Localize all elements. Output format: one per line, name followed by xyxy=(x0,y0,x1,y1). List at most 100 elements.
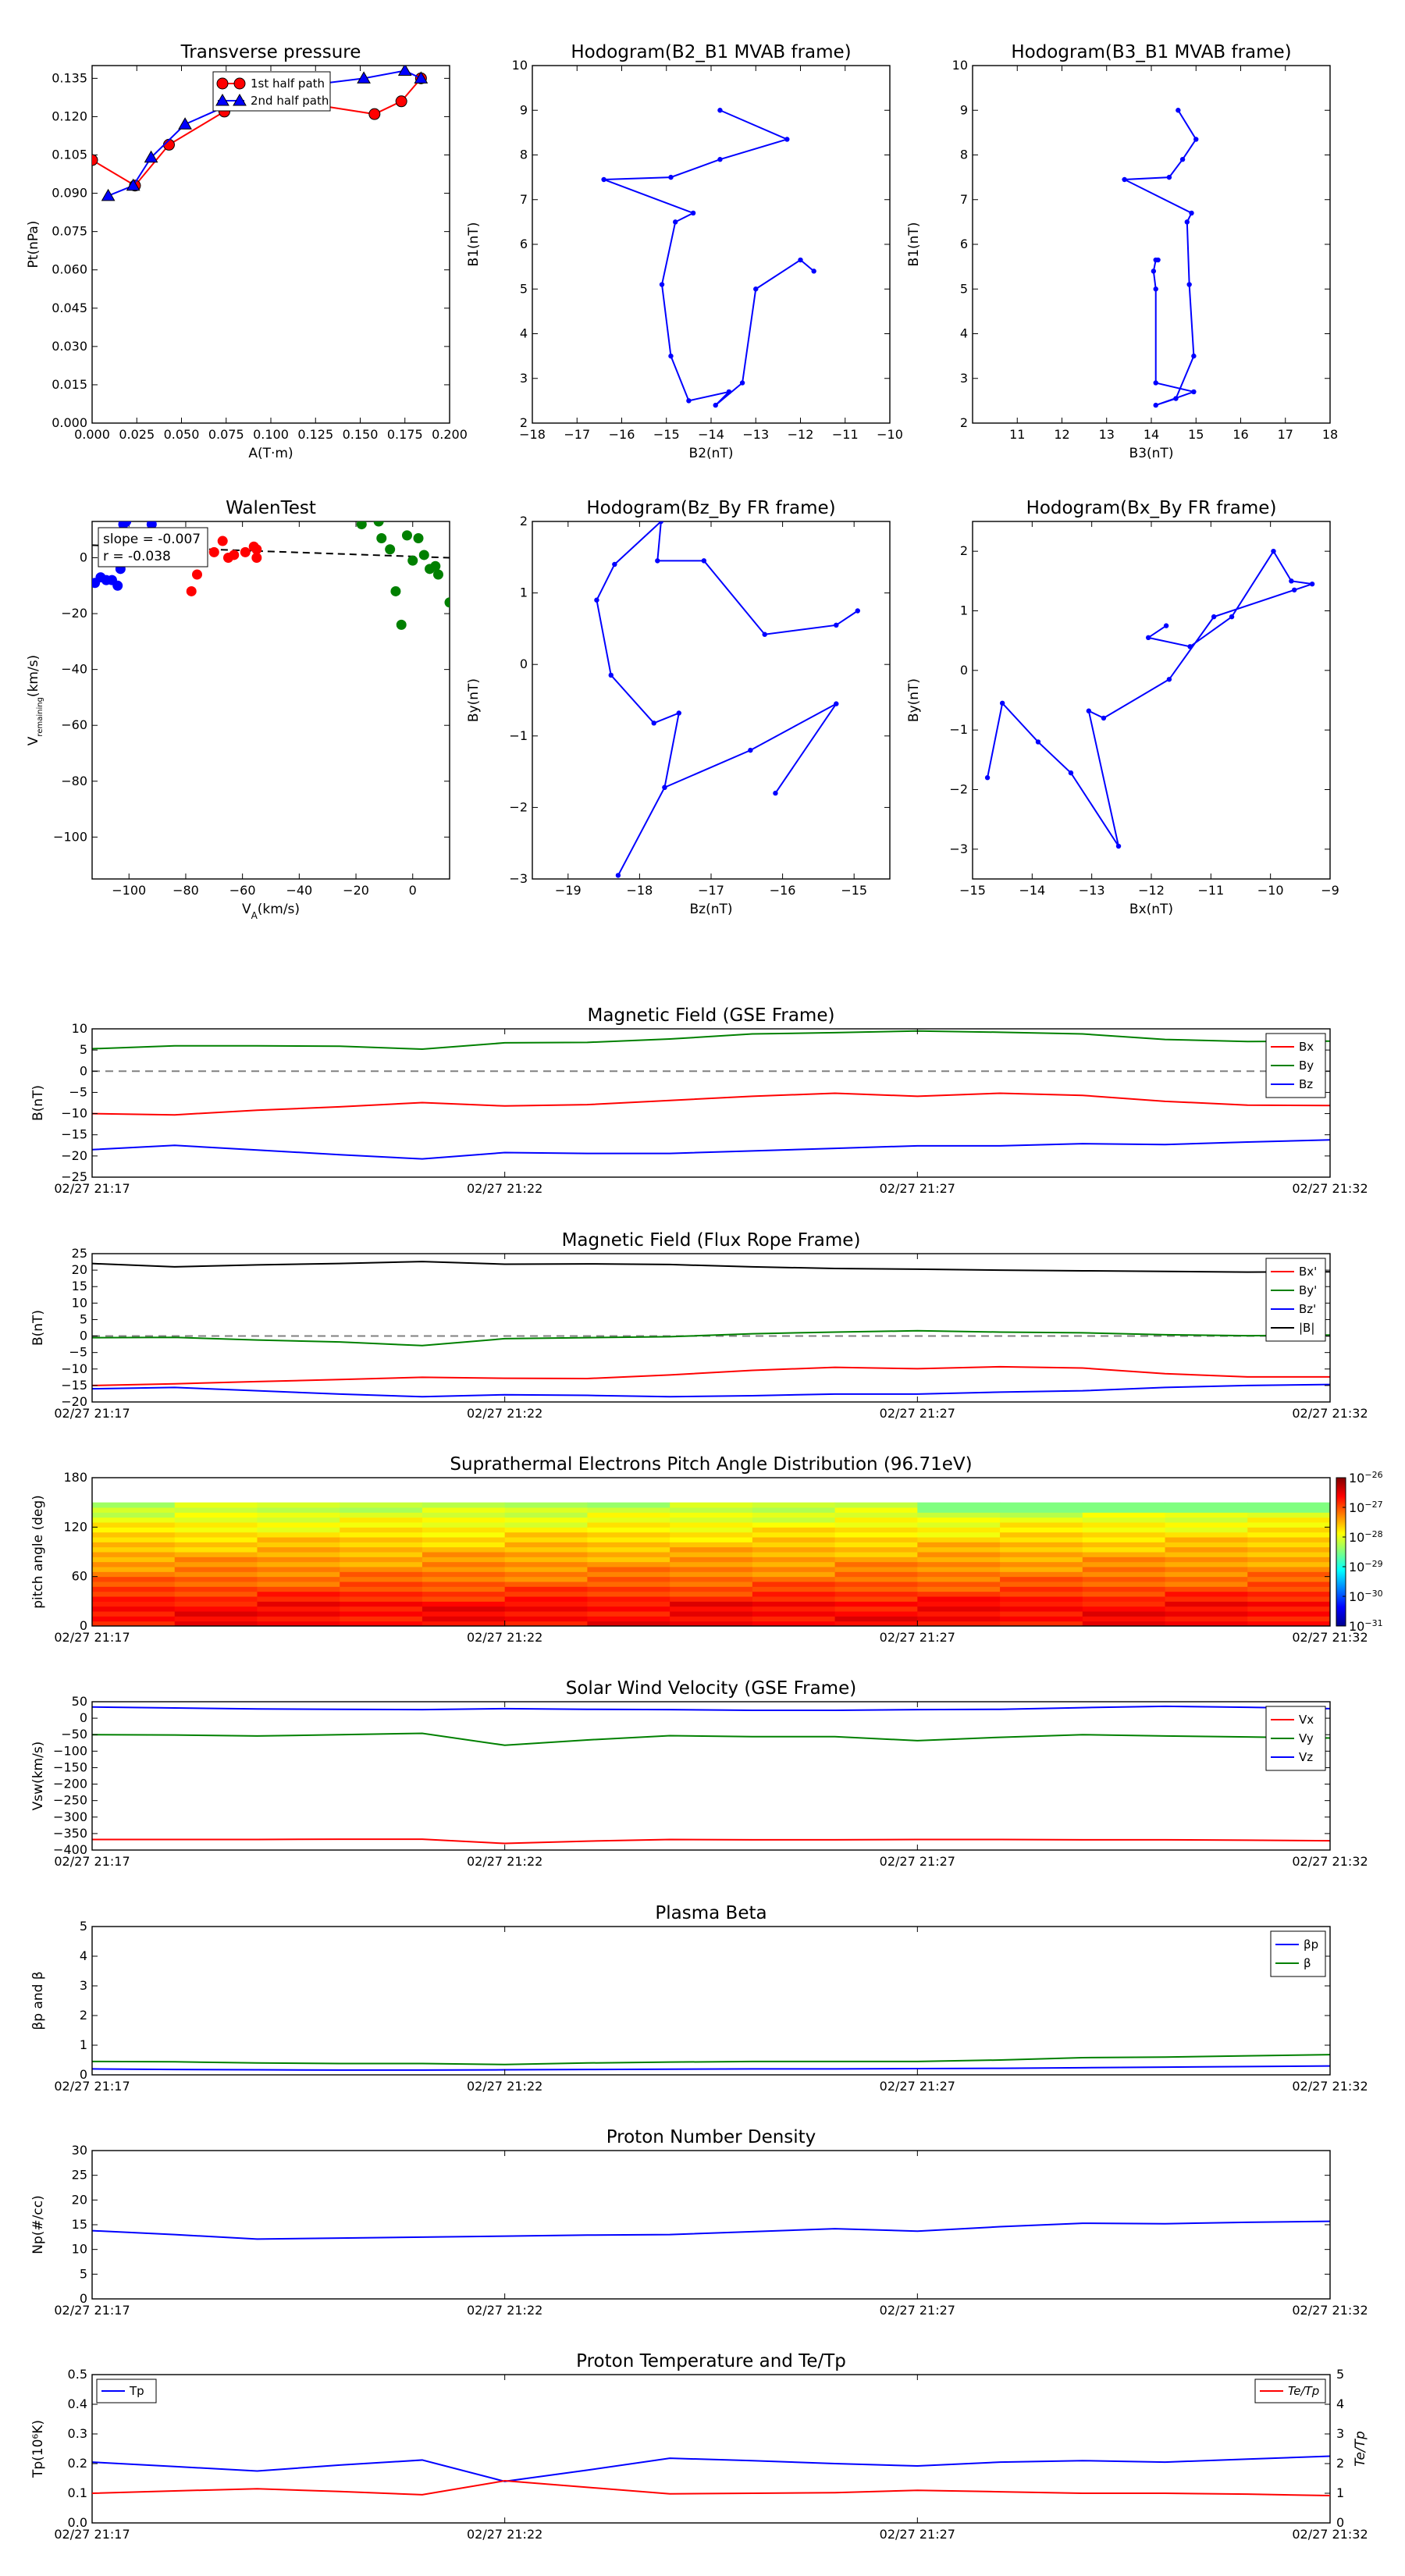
chart-title: Magnetic Field (GSE Frame) xyxy=(588,1005,835,1026)
heatmap-cell xyxy=(92,1557,176,1563)
heatmap-cell xyxy=(174,1546,258,1553)
data-point xyxy=(655,558,660,564)
data-point xyxy=(233,93,247,106)
heatmap-cell xyxy=(92,1611,176,1617)
heatmap-cell xyxy=(174,1596,258,1602)
heatmap-cell xyxy=(1000,1532,1083,1538)
heatmap-cell xyxy=(340,1582,423,1587)
data-point xyxy=(608,672,614,678)
data-point xyxy=(101,188,116,201)
heatmap-cell xyxy=(587,1621,670,1627)
scatter-point xyxy=(444,597,450,608)
heatmap-cell xyxy=(257,1582,340,1587)
y-tick-label: 0 xyxy=(960,663,968,678)
heatmap-cell xyxy=(257,1576,340,1582)
y-tick-label: 5 xyxy=(80,1042,87,1057)
data-point xyxy=(178,117,192,130)
x-tick-label: 02/27 21:32 xyxy=(1292,1406,1368,1421)
heatmap-cell xyxy=(174,1571,258,1578)
heatmap-cell xyxy=(1247,1517,1331,1523)
legend-label: Vy xyxy=(1299,1731,1314,1745)
legend-label: |B| xyxy=(1299,1321,1314,1335)
heatmap-cell xyxy=(340,1512,423,1518)
heatmap-cell xyxy=(504,1522,588,1528)
scatter-point xyxy=(376,532,387,543)
heatmap-cell xyxy=(92,1546,176,1553)
heatmap-cell xyxy=(834,1507,918,1513)
heatmap-cell xyxy=(422,1601,506,1607)
heatmap-cell xyxy=(587,1586,670,1592)
y-tick-label: 0.000 xyxy=(52,415,87,430)
y-axis-label: B(nT) xyxy=(30,1085,46,1121)
chart-walen: −100 −80 −60 −40 −20 0 −100 −80 −60 −40 −20 0 WalenT… xyxy=(26,498,450,921)
data-point xyxy=(594,597,599,603)
chart-hodo_bzby: −3 −2 −1 0 1 2 −19 −18 −17 −16 −15 Hodogram(Bz_By F… xyxy=(466,498,891,917)
heatmap-cell xyxy=(752,1596,836,1602)
data-point xyxy=(676,710,681,716)
heatmap-cell xyxy=(92,1512,176,1518)
data-point xyxy=(659,282,665,287)
y-axis-label: By(nT) xyxy=(906,678,922,722)
heatmap-cell xyxy=(504,1557,588,1563)
legend-label: Bz' xyxy=(1299,1302,1316,1316)
data-point xyxy=(1086,708,1092,713)
heatmap-cell xyxy=(587,1546,670,1553)
y-tick-label: −1 xyxy=(509,728,528,743)
data-point xyxy=(1184,219,1190,225)
heatmap-cell xyxy=(752,1567,836,1572)
legend-label: 2nd half path xyxy=(251,94,329,108)
heatmap-cell xyxy=(1000,1561,1083,1567)
chart-title: Suprathermal Electrons Pitch Angle Distr… xyxy=(450,1454,972,1475)
data-point xyxy=(753,286,759,292)
legend-label: Tp xyxy=(129,2384,144,2398)
heatmap-cell xyxy=(670,1591,753,1597)
annotation-r: r = -0.038 xyxy=(103,549,171,564)
x-tick-label: −100 xyxy=(112,883,146,898)
y2-tick-label: 0 xyxy=(1336,2515,1344,2530)
x-tick-label: 18 xyxy=(1322,427,1338,442)
data-point xyxy=(834,701,839,706)
y-tick-label: 3 xyxy=(960,371,968,386)
y-tick-label: 4 xyxy=(960,326,968,341)
heatmap-cell xyxy=(422,1582,506,1587)
y-tick-label: 0 xyxy=(520,656,528,671)
data-point xyxy=(1186,282,1192,287)
heatmap-cell xyxy=(834,1557,918,1563)
heatmap-cell xyxy=(1247,1537,1331,1542)
heatmap-cell xyxy=(834,1596,918,1602)
plot-frame xyxy=(91,521,450,880)
heatmap-cell xyxy=(1247,1616,1331,1622)
scatter-point xyxy=(208,546,219,557)
heatmap-cell xyxy=(670,1557,753,1563)
data-point xyxy=(216,77,229,90)
heatmap-cell xyxy=(670,1621,753,1627)
heatmap-cell xyxy=(752,1582,836,1587)
heatmap-cell xyxy=(917,1596,1001,1602)
heatmap-cell xyxy=(92,1517,176,1523)
heatmap-cell xyxy=(1247,1606,1331,1612)
y-tick-label: −10 xyxy=(61,1361,87,1376)
heatmap-cell xyxy=(1165,1512,1248,1518)
x-tick-label: 02/27 21:27 xyxy=(880,2079,955,2094)
heatmap-cell xyxy=(422,1606,506,1612)
heatmap-cell xyxy=(504,1596,588,1602)
x-tick-label: 17 xyxy=(1278,427,1293,442)
series-line xyxy=(92,1365,1330,1386)
series-line xyxy=(92,1261,1330,1273)
heatmap-cell xyxy=(670,1522,753,1528)
y-tick-label: 0 xyxy=(80,2291,87,2306)
chart-title: Plasma Beta xyxy=(655,1903,767,1923)
y-tick-label: 8 xyxy=(960,148,968,162)
x-axis-label: B2(nT) xyxy=(689,446,734,461)
heatmap-cell xyxy=(92,1567,176,1572)
plot-frame xyxy=(91,1028,1331,1178)
data-point xyxy=(92,154,98,166)
data-point xyxy=(1068,770,1074,776)
heatmap-cell xyxy=(422,1571,506,1578)
heatmap-cell xyxy=(504,1616,588,1622)
heatmap-cell xyxy=(340,1616,423,1622)
data-point xyxy=(1229,614,1235,620)
y-tick-label: −50 xyxy=(61,1727,87,1742)
heatmap-cell xyxy=(917,1517,1001,1523)
